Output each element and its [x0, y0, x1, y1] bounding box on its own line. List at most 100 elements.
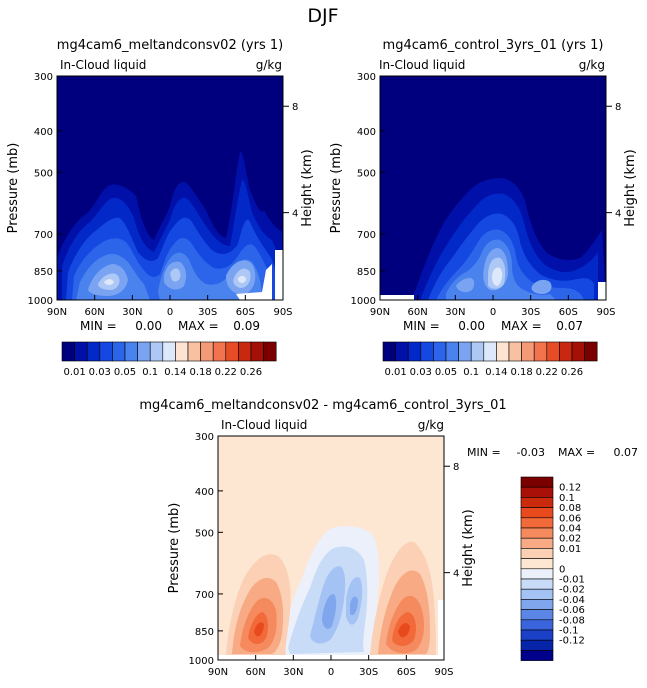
colorbar-swatch: [508, 341, 522, 362]
x-tick-label: 30S: [521, 307, 540, 318]
x-tick-label: 90N: [370, 307, 390, 318]
y-tick-label: 500: [34, 168, 53, 179]
panel-subtitle-left: In-Cloud liquid: [379, 58, 465, 72]
colorbar-label: 0.01: [559, 544, 581, 555]
colorbar-swatch: [263, 341, 277, 362]
y-tick-label-right: 8: [453, 462, 459, 473]
contour-positive-4: [248, 612, 416, 646]
colorbar-swatch: [112, 341, 126, 362]
min-value: 0.00: [135, 319, 162, 333]
max-value: 0.07: [556, 319, 583, 333]
colorbar-label: 0.08: [559, 503, 581, 514]
y-tick-label-right: 8: [615, 102, 621, 113]
colorbar-swatch: [520, 629, 554, 641]
colorbar-swatch: [74, 341, 88, 362]
x-tick-label: 30S: [198, 307, 217, 318]
colorbar-swatch: [61, 341, 75, 362]
x-tick-label: 30N: [122, 307, 142, 318]
colorbar-swatch: [546, 341, 560, 362]
colorbar-swatch: [520, 650, 554, 661]
colorbar-swatch: [520, 568, 554, 580]
x-tick-label: 60N: [85, 307, 105, 318]
colorbar-label: 0.18: [510, 367, 532, 378]
y-tick-label: 500: [357, 168, 376, 179]
colorbar-swatch: [520, 497, 554, 508]
y-tick-label: 300: [195, 432, 214, 443]
colorbar-swatch: [137, 341, 151, 362]
x-tick-label: 90S: [434, 667, 453, 678]
min-value: 0.00: [458, 319, 485, 333]
contour-positive-3: [240, 595, 424, 654]
y-tick-label: 1000: [351, 296, 376, 307]
colorbar-swatch: [520, 578, 554, 590]
y-tick-label: 500: [195, 528, 214, 539]
y-tick-label-right: 4: [615, 209, 621, 220]
colorbar-swatch: [584, 341, 598, 362]
y-tick-label: 400: [357, 127, 376, 138]
panel-subtitle-left: In-Cloud liquid: [221, 418, 307, 432]
colorbar-swatch: [458, 341, 472, 362]
colorbar-swatch: [520, 548, 554, 559]
colorbar-swatch: [162, 341, 176, 362]
colorbar-label: 0.22: [215, 367, 237, 378]
colorbar-swatch: [470, 341, 485, 362]
colorbar-swatch: [407, 341, 422, 362]
x-axis: 90N 60N 30N 0 30S 60S 90S: [47, 295, 293, 318]
colorbar-label: 0.01: [63, 367, 85, 378]
y-axis-label-right: Height (km): [300, 149, 315, 226]
y-tick-label: 700: [357, 230, 376, 241]
colorbar-swatch: [382, 341, 396, 362]
colorbar: 0.120.10.080.060.040.020.010-0.01-0.02-0…: [520, 476, 585, 661]
colorbar-label: 0.18: [189, 367, 211, 378]
panel-units: g/kg: [418, 418, 444, 432]
panel-control: mg4cam6_control_3yrs_01 (yrs 1) In-Cloud…: [329, 38, 638, 378]
y-axis: 300 400 500 700 850 1000: [351, 72, 385, 307]
x-tick-label: 90S: [273, 307, 292, 318]
contour-level-7: [98, 268, 251, 290]
colorbar-swatch: [521, 341, 535, 362]
colorbar-swatch: [187, 341, 201, 362]
colorbar-swatch: [520, 486, 554, 498]
y-axis-label: Pressure (mb): [329, 143, 344, 234]
y-axis-right: 84: [444, 462, 459, 580]
x-tick-label: 30S: [359, 667, 378, 678]
x-tick-label: 90S: [596, 307, 615, 318]
panel-subtitle-left: In-Cloud liquid: [60, 58, 146, 72]
y-tick-label: 300: [357, 72, 376, 83]
colorbar-swatch: [520, 507, 554, 519]
colorbar-swatch: [149, 341, 164, 362]
surface-mask-right: [438, 600, 444, 660]
colorbar-label: 0.02: [559, 534, 581, 545]
y-axis-right: 84: [283, 102, 298, 220]
colorbar-swatch: [520, 558, 554, 570]
y-tick-label: 700: [195, 590, 214, 601]
contour-positive-2: [232, 570, 430, 654]
colorbar-label: 0.06: [559, 513, 581, 524]
panel-title: mg4cam6_control_3yrs_01 (yrs 1): [383, 38, 604, 53]
y-tick-label: 850: [34, 267, 53, 278]
y-axis-label-right: Height (km): [461, 509, 476, 586]
colorbar-swatch: [520, 609, 554, 621]
colorbar-label: 0.14: [485, 367, 507, 378]
x-tick-label: 60N: [408, 307, 428, 318]
colorbar-swatch: [520, 588, 554, 600]
x-axis: 90N 60N 30N 0 30S 60S 90S: [370, 295, 616, 318]
max-value: 0.07: [614, 446, 639, 459]
x-tick-label: 60S: [559, 307, 578, 318]
colorbar-swatch: [212, 341, 227, 362]
colorbar-swatch: [520, 517, 554, 529]
y-axis: 300 400 500 700 850 1000: [28, 72, 62, 307]
y-tick-label: 300: [34, 72, 53, 83]
colorbar-swatch: [533, 341, 548, 362]
colorbar-swatch: [200, 341, 214, 362]
colorbar-label: 0.1: [142, 367, 158, 378]
max-label: MAX =: [501, 319, 542, 333]
colorbar-swatch: [420, 341, 434, 362]
panel-difference: mg4cam6_meltandconsv02 - mg4cam6_control…: [139, 398, 638, 678]
colorbar-label: 0.22: [536, 367, 558, 378]
y-tick-label-right: 4: [453, 569, 459, 580]
max-label: MAX =: [178, 319, 219, 333]
min-label: MIN =: [403, 319, 440, 333]
max-value: 0.09: [233, 319, 260, 333]
